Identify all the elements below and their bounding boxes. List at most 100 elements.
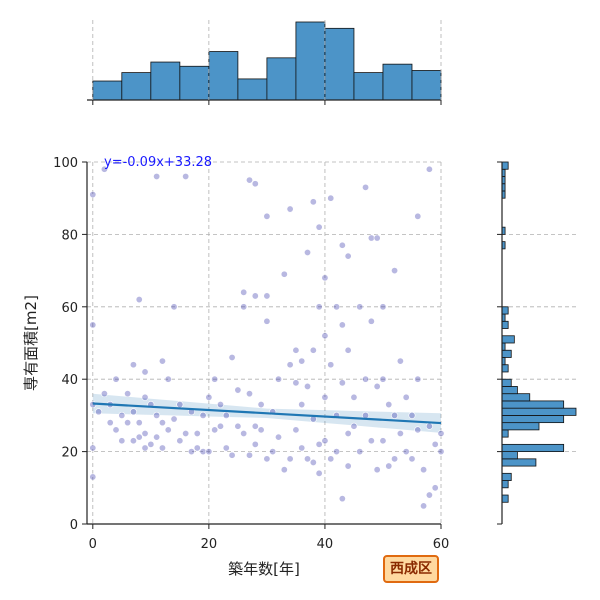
scatter-point: [153, 411, 161, 419]
scatter-point: [205, 393, 213, 401]
scatter-point: [286, 455, 294, 463]
hist-y-bar: [501, 494, 509, 503]
scatter-point: [118, 411, 126, 419]
scatter-point: [182, 172, 190, 180]
scatter-point: [391, 267, 399, 275]
scatter-point: [164, 375, 172, 383]
scatter-point: [141, 393, 149, 401]
scatter-point: [391, 455, 399, 463]
hist-x-bar: [411, 70, 442, 101]
scatter-point: [193, 429, 201, 437]
scatter-point: [379, 437, 387, 445]
scatter-point: [321, 393, 329, 401]
scatter-point: [240, 303, 248, 311]
x-tick-label: 0: [89, 537, 97, 552]
scatter-point: [135, 296, 143, 304]
scatter-point: [251, 422, 259, 430]
regression-line: [92, 402, 442, 425]
scatter-point: [425, 165, 433, 173]
scatter-point: [367, 234, 375, 242]
scatter-point: [292, 379, 300, 387]
y-axis-label: 専有面積[m2]: [22, 295, 40, 391]
scatter-point: [292, 346, 300, 354]
scatter-point: [275, 375, 283, 383]
scatter-point: [315, 440, 323, 448]
scatter-point: [89, 444, 97, 452]
scatter-point: [124, 390, 132, 398]
scatter-point: [338, 321, 346, 329]
hist-y-bar: [501, 386, 518, 395]
scatter-point: [153, 433, 161, 441]
hist-y-bar: [501, 451, 518, 460]
scatter-point: [315, 223, 323, 231]
scatter-point: [373, 234, 381, 242]
scatter-point: [298, 357, 306, 365]
scatter-point: [321, 274, 329, 282]
hist-x-bar: [237, 78, 268, 101]
y-tick-label: 80: [61, 228, 78, 243]
scatter-point: [379, 303, 387, 311]
hist-x-bar: [208, 51, 239, 101]
scatter-point: [315, 303, 323, 311]
scatter-point: [304, 382, 312, 390]
hist-y-bar: [501, 393, 531, 402]
scatter-point: [396, 357, 404, 365]
scatter-point: [216, 422, 224, 430]
scatter-point: [158, 357, 166, 365]
scatter-point: [420, 466, 428, 474]
scatter-point: [379, 375, 387, 383]
scatter-point: [425, 422, 433, 430]
scatter-point: [100, 165, 108, 173]
scatter-point: [286, 205, 294, 213]
scatter-point: [251, 180, 259, 188]
scatter-point: [350, 393, 358, 401]
top-histogram: [87, 20, 442, 105]
scatter-point: [344, 346, 352, 354]
scatter-point: [362, 375, 370, 383]
hist-y-bar: [501, 349, 512, 358]
scatter-point: [280, 466, 288, 474]
hist-x-bar: [179, 65, 210, 101]
scatter-point: [135, 433, 143, 441]
scatter-point: [141, 444, 149, 452]
scatter-point: [321, 437, 329, 445]
scatter-point: [100, 390, 108, 398]
scatter-point: [362, 183, 370, 191]
hist-x-bar: [324, 27, 355, 101]
scatter-point: [344, 252, 352, 260]
scatter-point: [367, 317, 375, 325]
scatter-point: [176, 437, 184, 445]
scatter-point: [216, 401, 224, 409]
scatter-point: [147, 440, 155, 448]
scatter-point: [263, 317, 271, 325]
scatter-point: [257, 426, 265, 434]
scatter-point: [199, 411, 207, 419]
scatter-point: [245, 390, 253, 398]
scatter-point: [170, 303, 178, 311]
hist-y-bar: [501, 414, 565, 424]
scatter-point: [420, 502, 428, 510]
scatter-point: [373, 466, 381, 474]
hist-x-bar: [150, 61, 181, 101]
regression-line-group: [92, 402, 442, 425]
scatter-point: [141, 368, 149, 376]
hist-x-bar: [295, 21, 326, 101]
scatter-point: [95, 408, 103, 416]
scatter-point: [158, 444, 166, 452]
scatter-point: [251, 292, 259, 300]
scatter-point: [240, 429, 248, 437]
scatter-point: [263, 292, 271, 300]
scatter-point: [129, 361, 137, 369]
scatter-point: [367, 437, 375, 445]
hist-y-bar: [501, 400, 565, 409]
scatter-point: [333, 303, 341, 311]
scatter-point: [153, 172, 161, 180]
hist-y-bar: [501, 443, 565, 452]
hist-y-bar: [501, 306, 509, 315]
scatter-point: [234, 386, 242, 394]
y-tick-label: 0: [70, 518, 78, 533]
scatter-point: [338, 241, 346, 249]
scatter-point: [228, 451, 236, 459]
scatter-point: [414, 375, 422, 383]
